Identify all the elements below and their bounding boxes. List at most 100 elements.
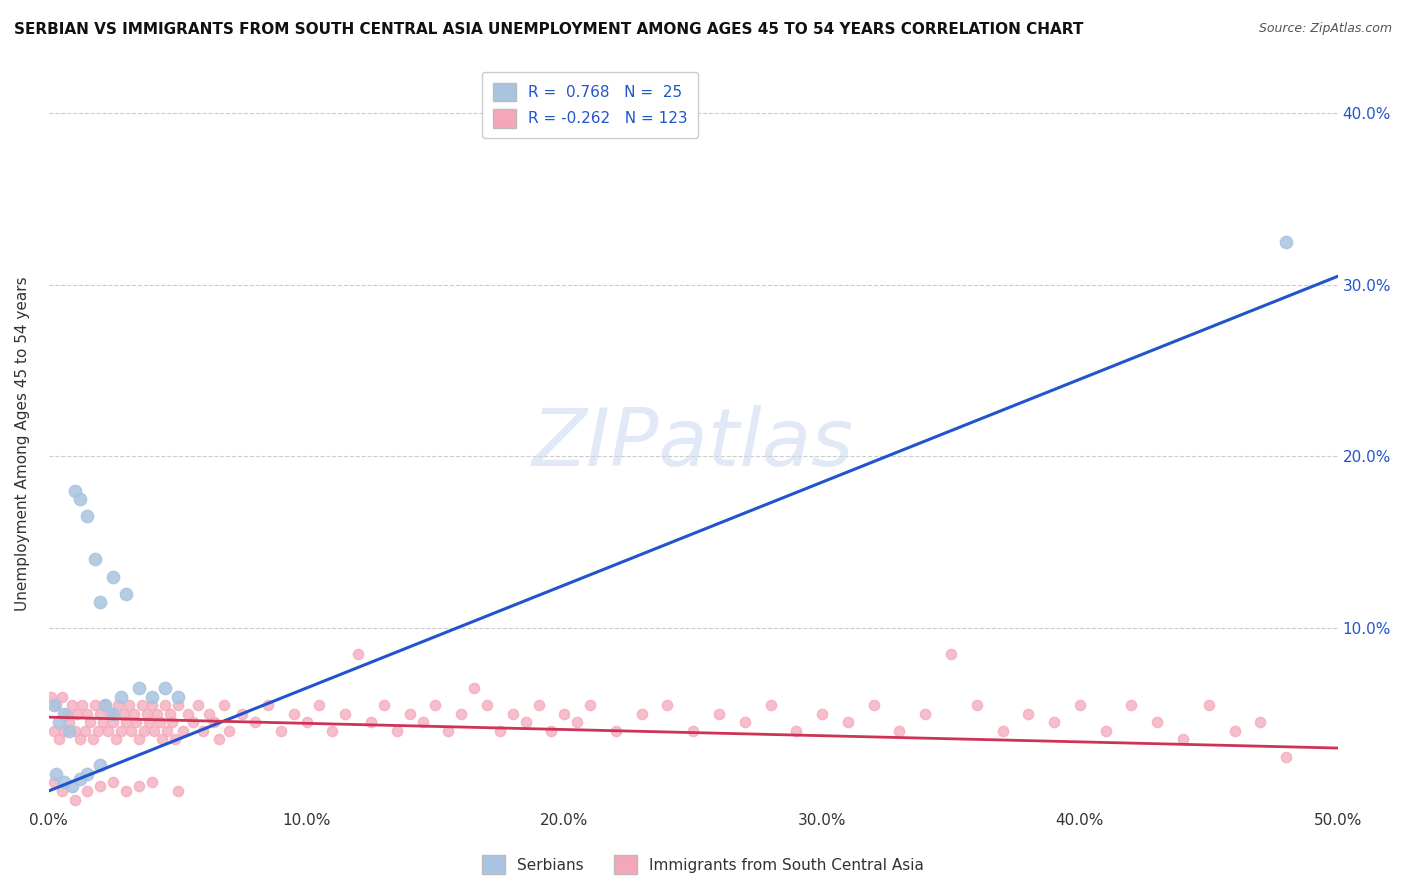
- Point: [785, 723, 807, 738]
- Point: [966, 698, 988, 713]
- Point: [66, 706, 89, 721]
- Point: [94, 698, 117, 713]
- Point: [125, 715, 148, 730]
- Legend: Serbians, Immigrants from South Central Asia: Serbians, Immigrants from South Central …: [475, 849, 931, 880]
- Point: [89, 758, 111, 772]
- Point: [283, 706, 305, 721]
- Point: [605, 723, 627, 738]
- Point: [58, 715, 80, 730]
- Point: [143, 723, 166, 738]
- Point: [502, 706, 524, 721]
- Point: [156, 723, 179, 738]
- Point: [103, 715, 125, 730]
- Point: [166, 698, 188, 713]
- Point: [187, 698, 209, 713]
- Point: [69, 492, 91, 507]
- Point: [42, 775, 65, 789]
- Point: [48, 732, 70, 747]
- Point: [1198, 698, 1220, 713]
- Point: [60, 779, 83, 793]
- Point: [94, 698, 117, 713]
- Point: [257, 698, 280, 713]
- Point: [463, 681, 485, 695]
- Point: [120, 723, 142, 738]
- Point: [45, 766, 67, 780]
- Point: [1171, 732, 1194, 747]
- Point: [42, 723, 65, 738]
- Point: [1017, 706, 1039, 721]
- Point: [1275, 235, 1298, 249]
- Point: [1094, 723, 1116, 738]
- Point: [218, 723, 240, 738]
- Point: [939, 647, 962, 661]
- Point: [60, 698, 83, 713]
- Point: [321, 723, 343, 738]
- Point: [141, 690, 163, 704]
- Point: [76, 509, 98, 524]
- Point: [76, 766, 98, 780]
- Point: [42, 698, 65, 713]
- Point: [84, 552, 107, 566]
- Point: [295, 715, 318, 730]
- Point: [112, 706, 135, 721]
- Point: [166, 784, 188, 798]
- Point: [734, 715, 756, 730]
- Point: [128, 681, 150, 695]
- Point: [1249, 715, 1271, 730]
- Point: [141, 775, 163, 789]
- Point: [53, 723, 76, 738]
- Point: [347, 647, 370, 661]
- Point: [1223, 723, 1246, 738]
- Point: [53, 775, 76, 789]
- Point: [72, 698, 94, 713]
- Point: [553, 706, 575, 721]
- Text: SERBIAN VS IMMIGRANTS FROM SOUTH CENTRAL ASIA UNEMPLOYMENT AMONG AGES 45 TO 54 Y: SERBIAN VS IMMIGRANTS FROM SOUTH CENTRAL…: [14, 22, 1084, 37]
- Point: [193, 723, 215, 738]
- Legend: R =  0.768   N =  25, R = -0.262   N = 123: R = 0.768 N = 25, R = -0.262 N = 123: [482, 72, 699, 138]
- Point: [110, 690, 132, 704]
- Point: [360, 715, 382, 730]
- Point: [1146, 715, 1168, 730]
- Point: [425, 698, 447, 713]
- Point: [150, 732, 173, 747]
- Point: [437, 723, 460, 738]
- Point: [862, 698, 884, 713]
- Point: [682, 723, 704, 738]
- Point: [89, 779, 111, 793]
- Point: [103, 775, 125, 789]
- Point: [122, 706, 145, 721]
- Point: [707, 706, 730, 721]
- Point: [63, 723, 86, 738]
- Point: [79, 715, 101, 730]
- Point: [527, 698, 550, 713]
- Point: [63, 792, 86, 806]
- Point: [1069, 698, 1091, 713]
- Point: [76, 784, 98, 798]
- Point: [811, 706, 834, 721]
- Point: [100, 706, 122, 721]
- Point: [48, 715, 70, 730]
- Point: [115, 715, 138, 730]
- Point: [991, 723, 1014, 738]
- Point: [51, 690, 73, 704]
- Point: [103, 569, 125, 583]
- Point: [45, 698, 67, 713]
- Point: [475, 698, 498, 713]
- Point: [1043, 715, 1066, 730]
- Point: [412, 715, 434, 730]
- Point: [889, 723, 911, 738]
- Point: [172, 723, 194, 738]
- Point: [82, 732, 104, 747]
- Point: [118, 698, 141, 713]
- Point: [141, 698, 163, 713]
- Point: [335, 706, 357, 721]
- Point: [759, 698, 782, 713]
- Point: [630, 706, 652, 721]
- Point: [197, 706, 219, 721]
- Point: [243, 715, 266, 730]
- Point: [110, 723, 132, 738]
- Point: [89, 706, 111, 721]
- Point: [579, 698, 602, 713]
- Point: [398, 706, 420, 721]
- Point: [41, 690, 63, 704]
